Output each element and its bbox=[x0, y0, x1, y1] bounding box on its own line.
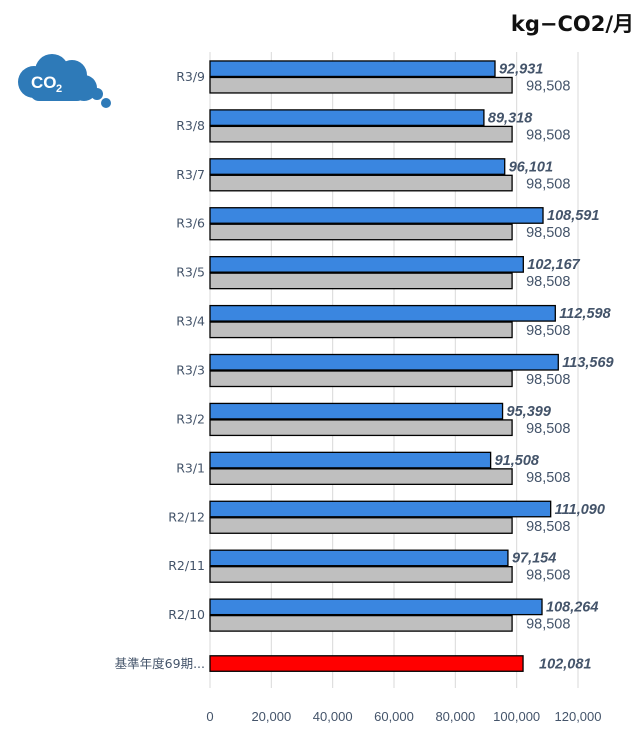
x-tick-label: 120,000 bbox=[555, 709, 602, 724]
data-label-current: 89,318 bbox=[488, 110, 533, 126]
axis-layer: 0 20,000 40,000 60,000 80,000 100,000 120,000 R… bbox=[115, 69, 602, 724]
bar-baseline bbox=[209, 370, 513, 388]
labels-layer: 92,93198,50889,31898,50896,10198,508108,… bbox=[488, 61, 614, 672]
data-label-baseline: 98,508 bbox=[526, 519, 570, 535]
bar-current bbox=[209, 353, 559, 371]
bar-current bbox=[209, 158, 506, 175]
category-label: R3/7 bbox=[176, 167, 205, 182]
data-label-current: 92,931 bbox=[499, 61, 543, 77]
data-label-current: 95,399 bbox=[507, 404, 551, 420]
unit-label: kg−CO2/月 bbox=[510, 12, 634, 36]
category-label: R3/2 bbox=[176, 411, 205, 426]
data-label-current: 112,598 bbox=[559, 306, 611, 322]
bars-layer bbox=[209, 60, 559, 672]
bar-baseline bbox=[209, 223, 513, 241]
x-tick-label: 60,000 bbox=[374, 709, 414, 724]
co2-cloud-icon: CO 2 bbox=[12, 52, 116, 119]
bar-baseline bbox=[209, 174, 513, 192]
bar-current bbox=[209, 304, 556, 322]
bar-current bbox=[209, 402, 504, 420]
data-label-current: 102,167 bbox=[527, 257, 580, 273]
data-label-current: 113,569 bbox=[562, 355, 613, 371]
data-label-current: 96,101 bbox=[509, 159, 553, 175]
data-label-baseline: 98,508 bbox=[526, 127, 570, 143]
category-label: R2/10 bbox=[168, 607, 205, 622]
data-label-baseline: 98,508 bbox=[526, 421, 570, 437]
category-label: R3/1 bbox=[176, 460, 205, 475]
bar-current bbox=[209, 109, 485, 127]
bar-current bbox=[209, 256, 524, 273]
data-label-current: 108,264 bbox=[546, 600, 598, 616]
data-label-current: 97,154 bbox=[512, 551, 556, 567]
bar-current bbox=[209, 500, 552, 518]
bar-current bbox=[209, 60, 496, 78]
category-label: R3/6 bbox=[176, 216, 205, 231]
data-label-baseline: 98,508 bbox=[526, 176, 570, 192]
x-tick-label: 20,000 bbox=[251, 709, 291, 724]
bar-current bbox=[209, 549, 509, 567]
bar-baseline bbox=[209, 125, 513, 143]
x-tick-label: 0 bbox=[206, 709, 213, 724]
category-label: R3/9 bbox=[176, 69, 205, 84]
bar-baseline bbox=[209, 468, 513, 485]
data-label-baseline: 98,508 bbox=[526, 78, 570, 94]
data-label-baseline: 98,508 bbox=[526, 274, 570, 290]
bar-baseline bbox=[209, 272, 513, 290]
bar-current bbox=[209, 451, 492, 469]
bar-baseline bbox=[209, 517, 513, 534]
bar-baseline bbox=[209, 566, 513, 583]
data-label-current: 91,508 bbox=[495, 453, 540, 469]
data-label-reference: 102,081 bbox=[539, 656, 591, 672]
data-label-current: 108,591 bbox=[547, 208, 599, 224]
data-label-baseline: 98,508 bbox=[526, 225, 570, 241]
category-label: R3/4 bbox=[176, 314, 205, 329]
bar-baseline bbox=[209, 76, 513, 94]
data-label-baseline: 98,508 bbox=[526, 568, 570, 584]
data-label-baseline: 98,508 bbox=[526, 323, 570, 339]
category-label: R3/5 bbox=[176, 265, 205, 280]
bar-baseline bbox=[209, 614, 513, 632]
x-tick-label: 40,000 bbox=[313, 709, 353, 724]
category-label: R3/8 bbox=[176, 118, 205, 133]
bar-reference bbox=[209, 655, 524, 672]
data-label-baseline: 98,508 bbox=[526, 470, 570, 486]
bar-baseline bbox=[209, 321, 513, 339]
data-label-baseline: 98,508 bbox=[526, 372, 570, 388]
co2-icon-subscript: 2 bbox=[56, 83, 62, 95]
x-tick-label: 100,000 bbox=[493, 709, 540, 724]
category-label: R2/11 bbox=[168, 558, 205, 573]
bar-current bbox=[209, 598, 543, 616]
co2-icon-text: CO bbox=[31, 73, 57, 92]
bar-current bbox=[209, 207, 544, 224]
bar-baseline bbox=[209, 419, 513, 437]
category-label: R2/12 bbox=[168, 509, 205, 524]
x-tick-label: 80,000 bbox=[435, 709, 475, 724]
data-label-baseline: 98,508 bbox=[526, 617, 570, 633]
category-label: 基準年度69期... bbox=[115, 656, 205, 671]
category-label: R3/3 bbox=[176, 363, 205, 378]
data-label-current: 111,090 bbox=[555, 502, 605, 518]
